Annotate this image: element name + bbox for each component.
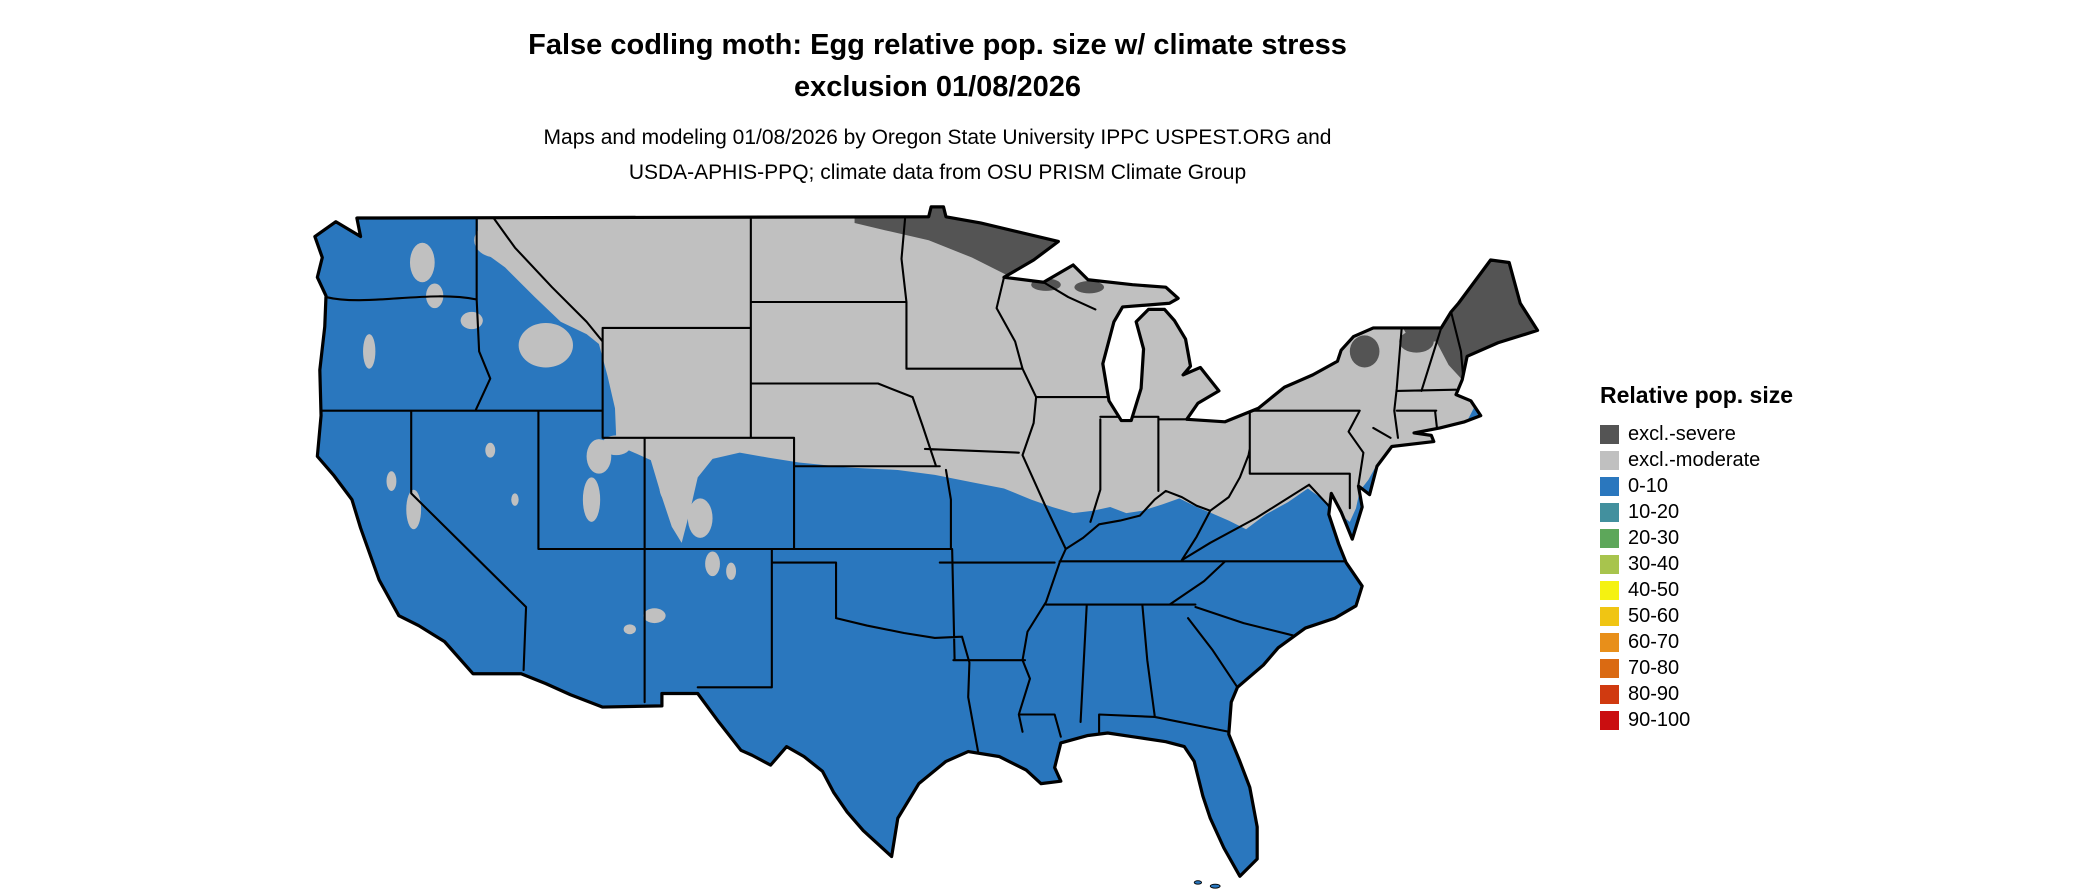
legend-swatch <box>1600 424 1619 444</box>
figure-title: False codling moth: Egg relative pop. si… <box>0 24 1875 108</box>
legend-swatch <box>1600 684 1619 704</box>
legend-items: excl.-severe excl.-moderate 0-10 10-20 20-30… <box>1600 421 1793 733</box>
legend-title: Relative pop. size <box>1600 382 1794 408</box>
figure-title-line1: False codling moth: Egg relative pop. si… <box>528 29 1347 61</box>
legend-item: 20-30 <box>1600 525 1793 551</box>
legend-swatch <box>1600 580 1619 600</box>
legend-item-label: 40-50 <box>1628 578 1680 601</box>
legend-item: 50-60 <box>1600 603 1793 629</box>
legend-swatch <box>1600 606 1619 626</box>
legend-item: excl.-moderate <box>1600 447 1793 473</box>
us-map-svg <box>313 205 1540 889</box>
legend-item-label: 10-20 <box>1628 500 1680 523</box>
legend-item: excl.-severe <box>1600 421 1793 447</box>
legend-item: 0-10 <box>1600 473 1793 499</box>
figure-subtitle: Maps and modeling 01/08/2026 by Oregon S… <box>0 120 1875 190</box>
legend-item: 90-100 <box>1600 707 1793 733</box>
legend-swatch <box>1600 710 1619 730</box>
figure-title-line2: exclusion 01/08/2026 <box>794 71 1081 103</box>
legend-item-label: excl.-severe <box>1628 422 1736 445</box>
figure-subtitle-line2: USDA-APHIS-PPQ; climate data from OSU PR… <box>628 161 1247 184</box>
us-map <box>305 203 1540 895</box>
legend-swatch <box>1600 632 1619 652</box>
legend-item-label: 30-40 <box>1628 552 1680 575</box>
zone-excl-severe-upper-michigan <box>1074 281 1105 294</box>
legend-item-label: 0-10 <box>1628 474 1669 497</box>
legend-item-label: 60-70 <box>1628 630 1680 653</box>
legend-item-label: excl.-moderate <box>1628 448 1761 471</box>
legend-item: 70-80 <box>1600 655 1793 681</box>
figure-subtitle-line1: Maps and modeling 01/08/2026 by Oregon S… <box>543 126 1332 149</box>
legend: Relative pop. size excl.-severe excl.-mod… <box>1600 382 1793 733</box>
zone-excl-severe-adirondacks <box>1349 335 1380 368</box>
legend-item-label: 90-100 <box>1628 708 1691 731</box>
legend-item-label: 80-90 <box>1628 682 1680 705</box>
legend-swatch <box>1600 476 1619 496</box>
legend-item: 10-20 <box>1600 499 1793 525</box>
zone-excl-severe-maine <box>1402 260 1538 380</box>
legend-swatch <box>1600 502 1619 522</box>
legend-item-label: 70-80 <box>1628 656 1680 679</box>
legend-swatch <box>1600 658 1619 678</box>
zone-excl-moderate-patches <box>363 222 737 635</box>
legend-item: 80-90 <box>1600 681 1793 707</box>
legend-item-label: 50-60 <box>1628 604 1680 627</box>
legend-item: 40-50 <box>1600 577 1793 603</box>
legend-swatch <box>1600 450 1619 470</box>
legend-item-label: 20-30 <box>1628 526 1680 549</box>
legend-swatch <box>1600 554 1619 574</box>
legend-item: 60-70 <box>1600 629 1793 655</box>
florida-keys <box>1193 880 1221 889</box>
legend-swatch <box>1600 528 1619 548</box>
map-outline <box>313 205 1540 878</box>
legend-item: 30-40 <box>1600 551 1793 577</box>
state-borders <box>318 215 1465 753</box>
